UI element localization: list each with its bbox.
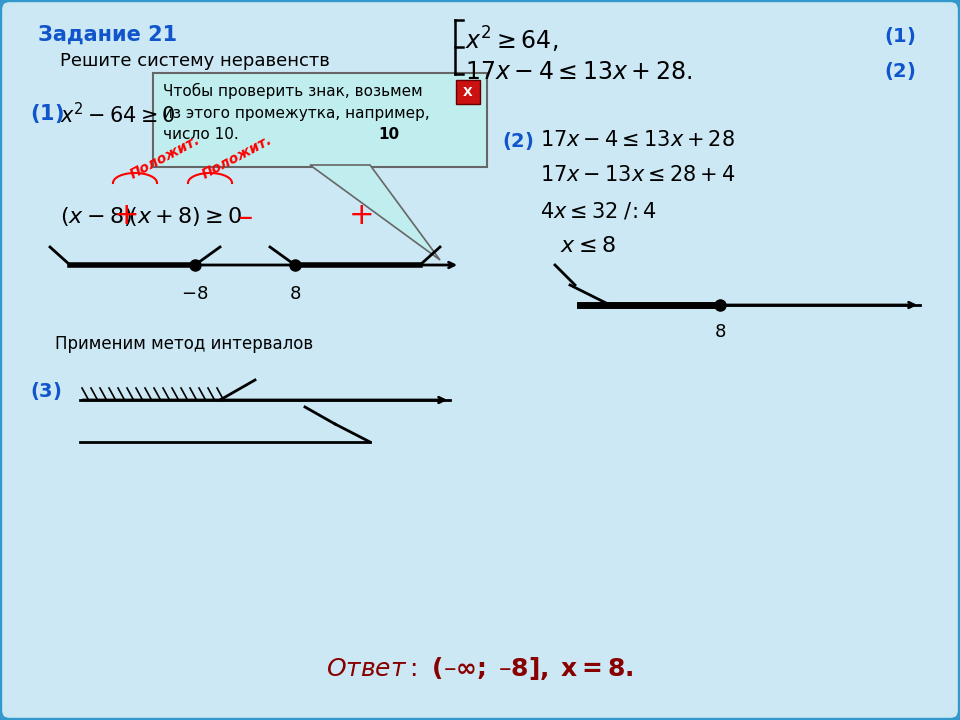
Text: $4x \leq 32 \;/\!: 4$: $4x \leq 32 \;/\!: 4$ [540,200,657,221]
Text: $17x - 4 \leq 13x + 28.$: $17x - 4 \leq 13x + 28.$ [465,60,692,84]
Text: $\mathbf{(3)}$: $\mathbf{(3)}$ [30,380,61,402]
Text: $–$: $–$ [237,201,252,230]
Text: $-8$: $-8$ [181,285,208,303]
Text: $x \leq 8$: $x \leq 8$ [560,236,615,256]
Text: 10: 10 [378,127,399,142]
FancyBboxPatch shape [153,73,487,167]
Text: $+$: $+$ [348,201,372,230]
Text: $\left(x - 8\right)\!\left(x + 8\right) \geq 0$: $\left(x - 8\right)\!\left(x + 8\right) … [60,205,243,228]
Text: $\mathit{Ответ:}$ $\mathbf{(–\infty;\;–8],\;x=8.}$: $\mathit{Ответ:}$ $\mathbf{(–\infty;\;–8… [326,655,634,682]
Text: $\mathbf{(1)}$: $\mathbf{(1)}$ [30,102,63,125]
Text: $\mathbf{(1)}$: $\mathbf{(1)}$ [884,25,916,47]
Text: Решите систему неравенств: Решите систему неравенств [60,52,330,70]
Text: Положит.: Положит. [128,133,203,182]
Text: $\mathbf{(2)}$: $\mathbf{(2)}$ [502,130,534,152]
Text: Чтобы проверить знак, возьмем
из этого промежутка, например,
число 10.: Чтобы проверить знак, возьмем из этого п… [163,83,430,143]
Polygon shape [310,165,440,260]
Text: $+$: $+$ [113,201,137,230]
Text: $\mathbf{(2)}$: $\mathbf{(2)}$ [884,60,916,82]
Text: $8$: $8$ [289,285,301,303]
Text: 8: 8 [714,323,726,341]
Text: $x^{2} \geq 64,$: $x^{2} \geq 64,$ [465,25,558,55]
Text: Задание 21: Задание 21 [38,25,178,45]
Text: $17x - 13x \leq 28 + 4$: $17x - 13x \leq 28 + 4$ [540,165,735,185]
Text: Положит.: Положит. [200,133,275,182]
FancyBboxPatch shape [456,80,480,104]
Text: X: X [463,86,473,99]
Text: $x^{2} - 64 \geq 0$: $x^{2} - 64 \geq 0$ [60,102,176,127]
Text: Применим метод интервалов: Применим метод интервалов [55,335,313,353]
Text: $17x - 4 \leq 13x + 28$: $17x - 4 \leq 13x + 28$ [540,130,735,150]
